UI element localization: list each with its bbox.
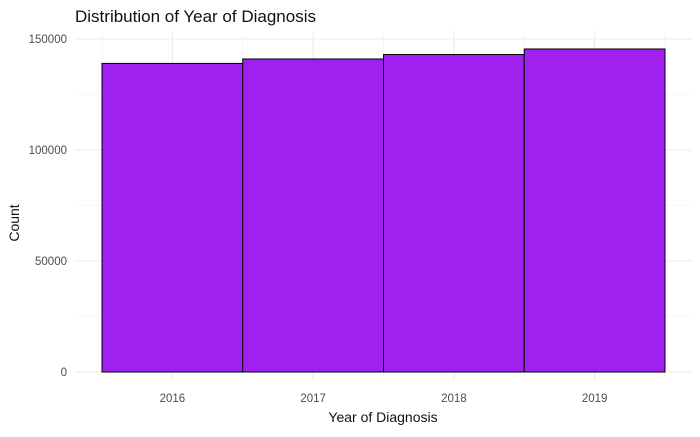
bar-2018 [383,54,525,373]
x-tick-label: 2018 [441,393,467,405]
y-tick-label: 150000 [29,34,67,46]
y-tick-label: 0 [61,367,67,379]
x-tick-label: 2019 [582,393,608,405]
y-tick-label: 100000 [29,145,67,157]
bar-2019 [523,48,666,373]
y-axis-ticks: 0 50000 100000 150000 [29,34,67,379]
x-tick-label: 2016 [160,393,186,405]
bar-2017 [242,58,384,373]
chart-title: Distribution of Year of Diagnosis [75,7,316,26]
x-tick-label: 2017 [300,393,326,405]
y-axis-title: Count [6,204,22,241]
bars [101,48,666,373]
y-tick-label: 50000 [35,256,67,268]
x-axis-title: Year of Diagnosis [328,409,437,425]
bar-2016 [101,62,244,373]
x-axis-ticks: 2016 2017 2018 2019 [160,393,608,405]
